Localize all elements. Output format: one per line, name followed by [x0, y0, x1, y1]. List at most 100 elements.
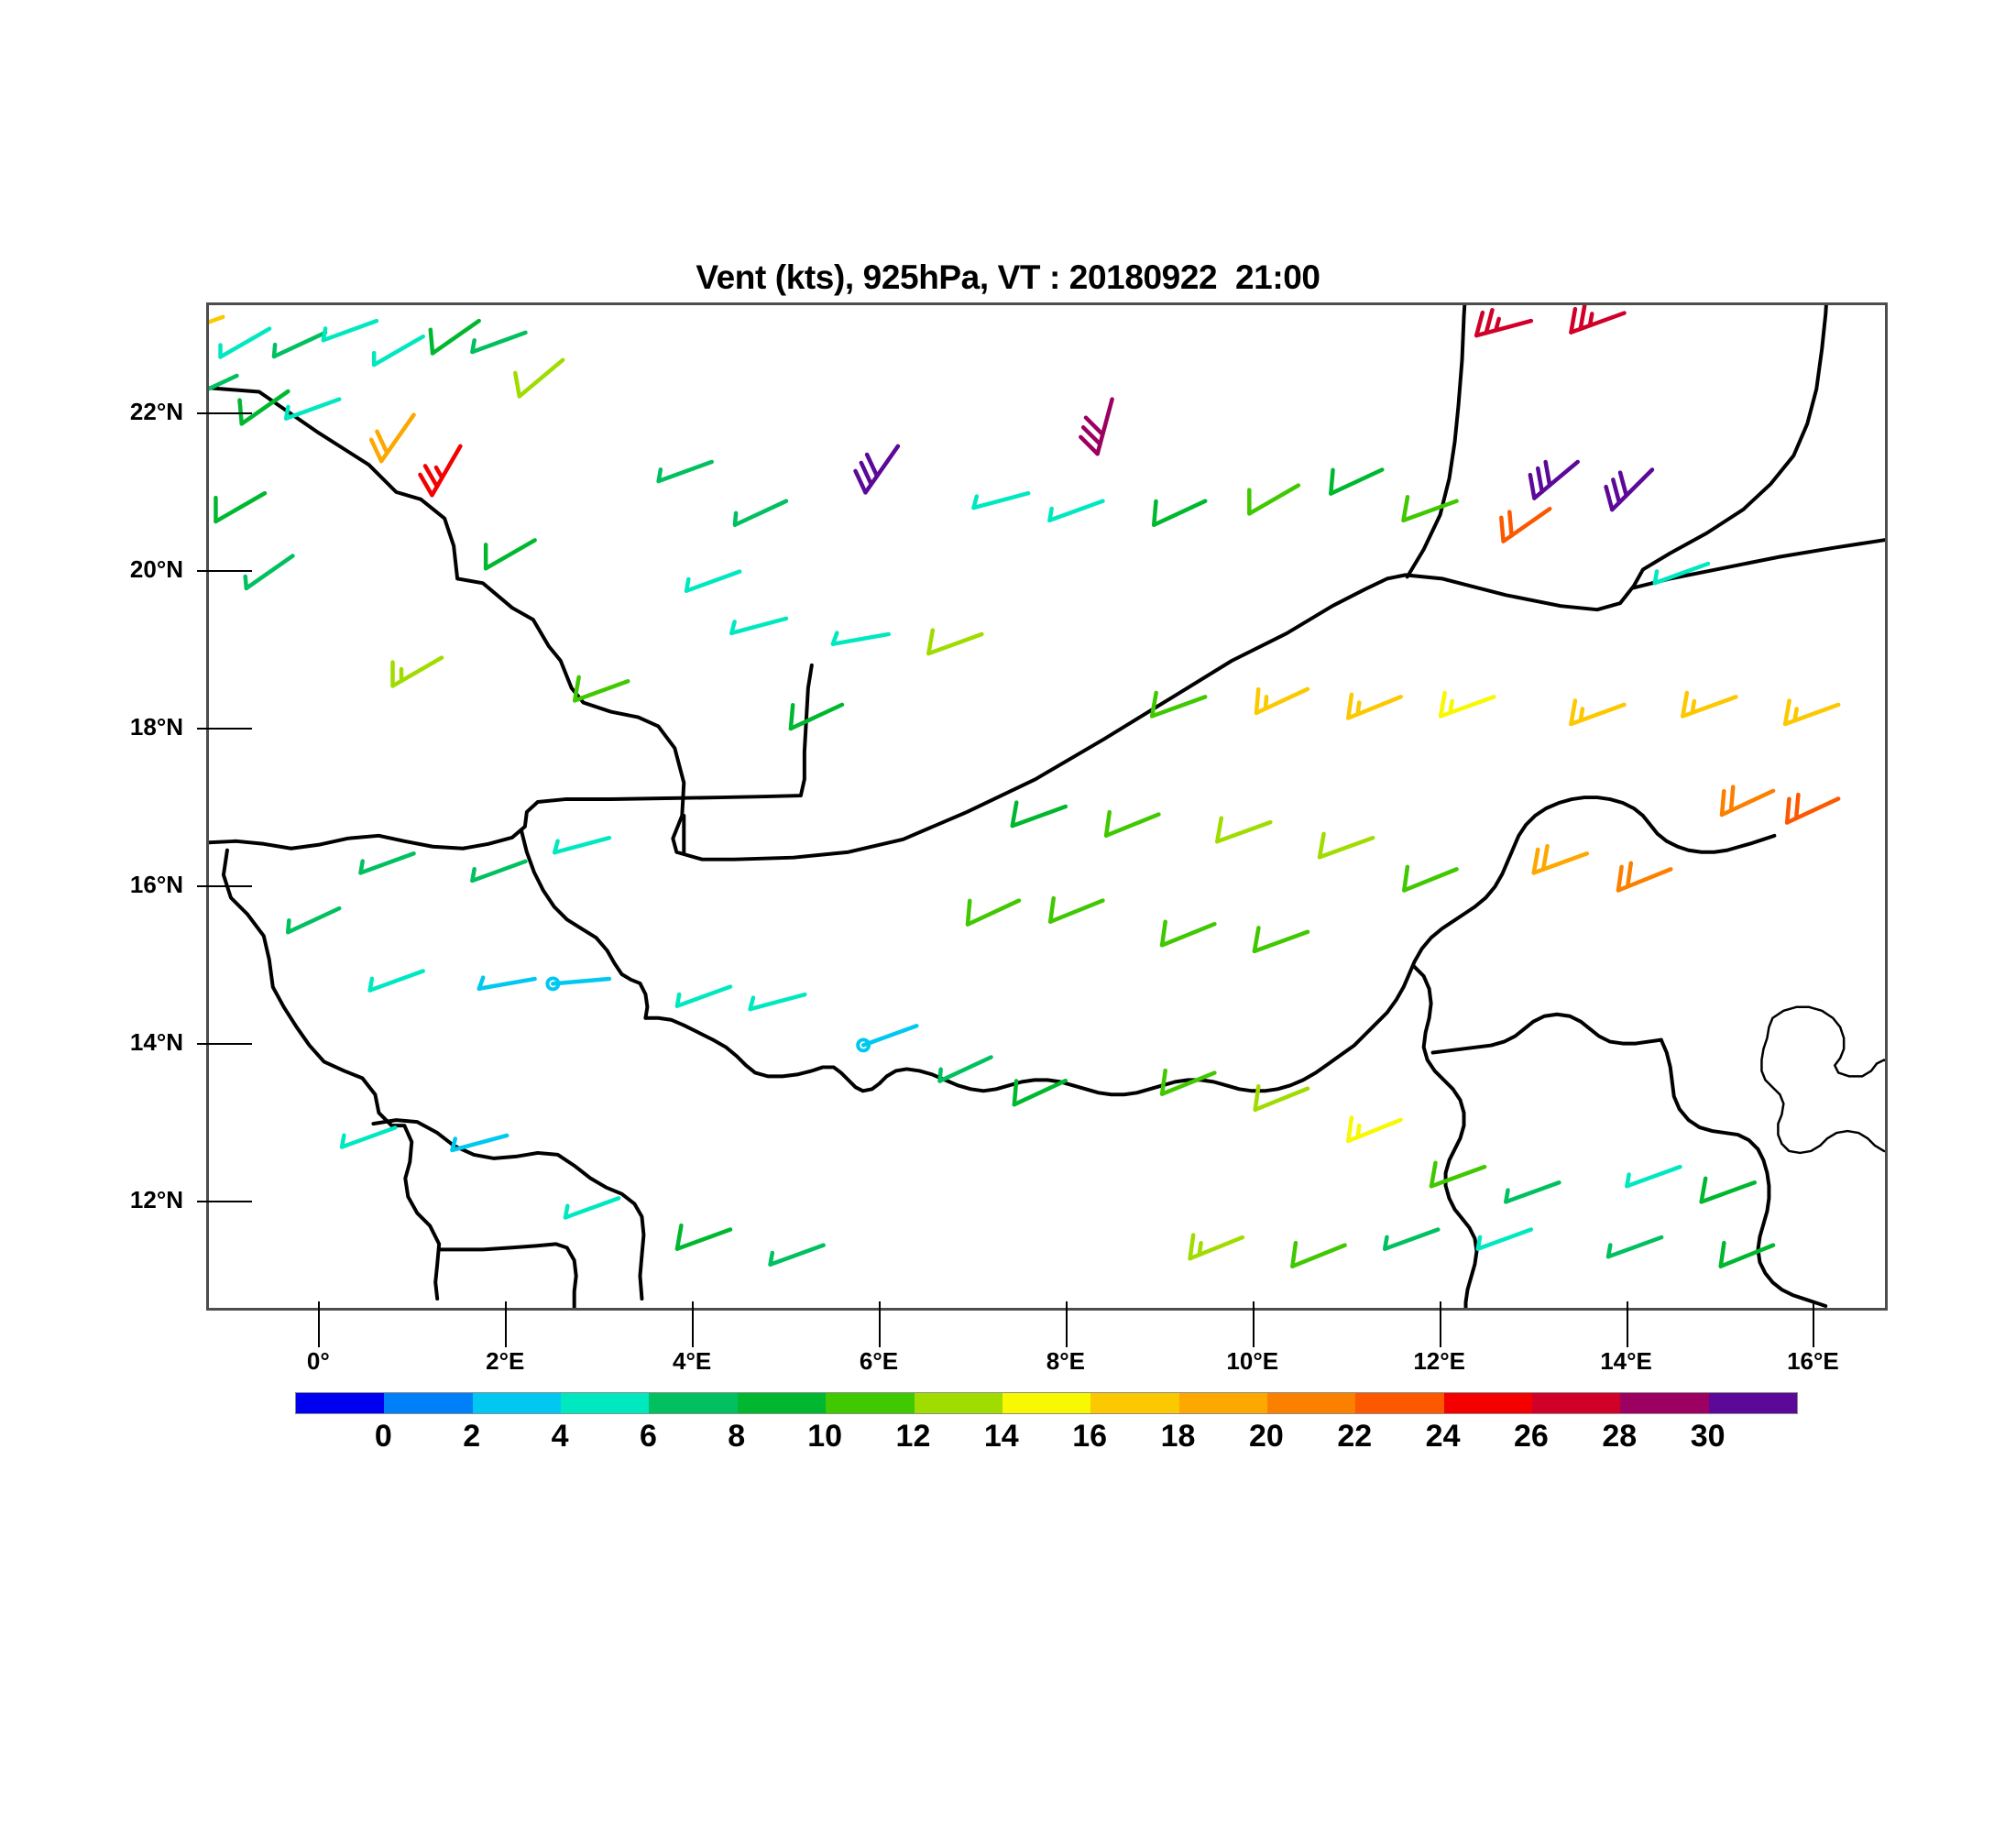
colorbar-tick-label: 16 — [1072, 1419, 1108, 1454]
map-canvas — [209, 305, 1885, 1308]
wind-barb — [1718, 1240, 1776, 1268]
colorbar-tick-label: 0 — [374, 1419, 392, 1454]
wind-barb — [428, 318, 481, 356]
x-axis-tick-label: 8°E — [1046, 1347, 1085, 1375]
colorbar-tick-label: 18 — [1160, 1419, 1196, 1454]
wind-barb — [1681, 690, 1738, 719]
wind-barb — [1625, 1164, 1682, 1189]
wind-barb — [732, 499, 789, 527]
x-axis-tick-label: 6°E — [859, 1347, 899, 1375]
x-axis-tick-mark — [692, 1301, 695, 1347]
colorbar-segment — [1620, 1393, 1709, 1413]
colorbar-segment — [1002, 1393, 1091, 1413]
colorbar-tick-label: 8 — [728, 1419, 746, 1454]
colorbar-tick-label: 24 — [1425, 1419, 1461, 1454]
y-axis-tick-mark — [197, 1200, 252, 1202]
colorbar-segment — [1532, 1393, 1621, 1413]
wind-barb — [552, 835, 612, 855]
x-axis-tick-mark — [1626, 1301, 1628, 1347]
wind-barb — [237, 389, 290, 426]
colorbar-tick-label: 30 — [1690, 1419, 1726, 1454]
y-axis-tick-label: 18°N — [129, 713, 183, 741]
wind-barb — [1569, 698, 1627, 727]
wind-barb — [286, 906, 342, 935]
x-axis-tick-mark — [1813, 1301, 1815, 1347]
x-axis-tick-label: 4°E — [673, 1347, 712, 1375]
wind-barb — [1429, 1160, 1487, 1189]
figure-title: Vent (kts), 925hPa, VT : 20180922 21:00 — [696, 258, 1320, 296]
wind-barb — [1438, 690, 1496, 719]
wind-barb — [1652, 561, 1711, 586]
wind-barb — [674, 1223, 733, 1251]
wind-barb — [1103, 809, 1161, 838]
wind-barb — [1253, 1083, 1310, 1113]
wind-barb — [1010, 800, 1068, 829]
y-axis-tick-label: 12°N — [129, 1185, 183, 1213]
wind-barb — [1401, 495, 1459, 522]
wind-barb — [1616, 861, 1673, 893]
wind-barb — [830, 631, 892, 646]
x-axis-tick-mark — [1252, 1301, 1255, 1347]
wind-barb — [1504, 1180, 1561, 1204]
wind-barb — [1317, 831, 1375, 860]
wind-barb — [470, 330, 528, 355]
wind-barb — [1382, 1227, 1441, 1251]
colorbar-segment — [1266, 1393, 1356, 1413]
wind-barb — [788, 702, 845, 731]
y-axis-tick-mark — [197, 412, 252, 415]
wind-barb — [1254, 686, 1310, 716]
wind-barb — [971, 490, 1031, 510]
country-borders-layer — [209, 305, 1885, 1308]
wind-barb — [371, 334, 425, 368]
x-axis-tick-mark — [879, 1301, 881, 1347]
wind-barb — [1528, 459, 1580, 500]
wind-barb — [218, 326, 272, 359]
x-axis-tick-label: 10°E — [1226, 1347, 1279, 1375]
wind-barb — [768, 1243, 826, 1267]
wind-barb — [1012, 1078, 1068, 1107]
colorbar-tick-label: 20 — [1248, 1419, 1284, 1454]
y-axis-tick-mark — [197, 570, 252, 573]
wind-barb — [1605, 1235, 1664, 1259]
wind-barb — [283, 397, 342, 421]
y-axis-tick-mark — [197, 1042, 252, 1045]
colorbar-tick-label: 22 — [1337, 1419, 1373, 1454]
wind-barb — [214, 490, 268, 524]
wind-barb — [1079, 397, 1114, 456]
colorbar — [295, 1392, 1798, 1414]
colorbar-segment — [296, 1393, 385, 1413]
colorbar-tick-label: 14 — [983, 1419, 1019, 1454]
colorbar-segment — [914, 1393, 1003, 1413]
wind-barb — [1159, 919, 1217, 948]
colorbar-segment — [1443, 1393, 1533, 1413]
wind-barb — [937, 1055, 993, 1083]
wind-barb — [321, 318, 379, 343]
wind-barb — [856, 1024, 919, 1053]
wind-barb — [390, 655, 444, 688]
colorbar-segment — [561, 1393, 650, 1413]
x-axis-tick-mark — [1065, 1301, 1068, 1347]
colorbar-segment — [649, 1393, 738, 1413]
wind-barb — [1604, 467, 1655, 512]
wind-barb — [1159, 1068, 1217, 1096]
wind-barb — [1215, 816, 1273, 844]
colorbar-segment — [1708, 1393, 1798, 1413]
colorbar-tick-label: 12 — [895, 1419, 931, 1454]
wind-barb — [1402, 864, 1459, 893]
wind-barb — [748, 992, 807, 1012]
wind-barb — [1252, 926, 1310, 954]
y-axis-tick-mark — [197, 728, 252, 730]
wind-barb — [1475, 1227, 1534, 1251]
wind-barb — [1047, 895, 1105, 924]
map-plot-area — [206, 302, 1888, 1311]
wind-barb — [1290, 1240, 1347, 1268]
wind-barb — [1531, 843, 1590, 875]
x-axis-tick-label: 2°E — [486, 1347, 525, 1375]
wind-barb — [477, 975, 537, 991]
wind-barb — [1784, 792, 1841, 825]
x-axis-tick-label: 14°E — [1600, 1347, 1652, 1375]
x-axis-tick-label: 12°E — [1413, 1347, 1465, 1375]
colorbar-segment — [826, 1393, 915, 1413]
y-axis-tick-label: 16°N — [129, 870, 183, 898]
wind-barb — [926, 628, 984, 656]
